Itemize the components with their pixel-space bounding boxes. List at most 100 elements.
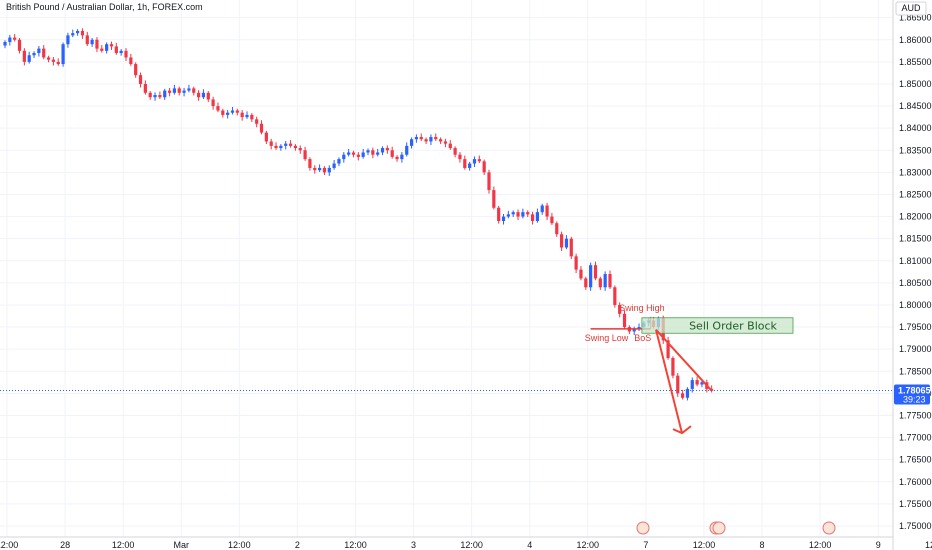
annotation-layer: Swing High Swing Low BoS Sell Order Bloc… — [585, 303, 794, 435]
candle-body — [593, 265, 598, 279]
time-tick-label: 12:00 — [228, 540, 251, 550]
last-price-value: 1.78065 — [898, 385, 931, 395]
candle-body — [192, 88, 196, 93]
candle-body — [105, 44, 109, 51]
candle-body — [347, 152, 351, 155]
candle-body — [521, 212, 525, 217]
candle-body — [114, 46, 118, 54]
candle-body — [56, 61, 60, 65]
candle-body — [322, 167, 327, 173]
candle-body — [579, 269, 583, 279]
currency-box[interactable] — [895, 1, 927, 16]
candle-body — [308, 159, 312, 168]
candle-body — [497, 207, 501, 221]
candle-body — [332, 163, 336, 168]
candle-body — [134, 64, 138, 76]
price-tick-label: 1.76500 — [899, 455, 932, 465]
candle-body — [405, 145, 409, 155]
candle-body — [608, 274, 612, 288]
candle-body — [477, 159, 481, 162]
candle-body — [201, 92, 206, 98]
last-price-badge — [894, 384, 930, 405]
price-tick-label: 1.81500 — [899, 234, 932, 244]
candle-body — [255, 119, 259, 124]
candle-body — [681, 393, 685, 398]
price-tick-label: 1.84000 — [899, 123, 932, 133]
event-flag-icon[interactable] — [636, 521, 650, 535]
candle-body — [250, 114, 254, 120]
price-tick-label: 1.75500 — [899, 499, 932, 509]
price-tick-label: 1.75000 — [899, 521, 932, 531]
price-tick-label: 1.83500 — [899, 145, 932, 155]
candle-body — [318, 167, 322, 171]
candle-body — [366, 150, 370, 153]
chart-grid — [0, 0, 893, 537]
candle-body — [66, 35, 70, 45]
price-tick-label: 1.79500 — [899, 322, 932, 332]
sell-order-block-zone — [641, 317, 794, 334]
time-tick-label: 12:00 — [693, 540, 716, 550]
candle-body — [671, 358, 675, 376]
candle-body — [676, 375, 680, 394]
time-tick-label: 8 — [760, 540, 765, 550]
candle-body — [511, 212, 515, 215]
candle-body — [313, 167, 317, 171]
price-tick-label: 1.76000 — [899, 477, 932, 487]
candle-body — [177, 88, 181, 93]
price-tick-label: 1.77000 — [899, 433, 932, 443]
candle-body — [458, 154, 462, 160]
candle-body — [259, 123, 264, 133]
candle-body — [153, 95, 157, 98]
currency-label: AUD — [901, 3, 921, 13]
candle-body — [448, 143, 452, 149]
candle-body — [439, 139, 443, 142]
candle-body — [516, 212, 520, 217]
candle-body — [95, 39, 99, 49]
time-tick-label: 12:00 — [577, 540, 600, 550]
candle-body — [274, 145, 278, 149]
candle-body — [279, 145, 283, 149]
price-tick-label: 1.78500 — [899, 366, 932, 376]
price-tick-label: 1.79000 — [899, 344, 932, 354]
candle-body — [211, 99, 215, 107]
candle-body — [380, 148, 385, 153]
candle-body — [119, 50, 123, 54]
price-axis[interactable]: 1.86500 1.86000 1.85500 1.85000 1.84500 1.840… — [892, 0, 932, 550]
candle-body — [158, 95, 162, 98]
price-tick-label: 1.80000 — [899, 300, 932, 310]
time-axis[interactable]: 12:00 28 12:00 Mar 12:00 2 12:00 3 12:00 4 12:00 7 1… — [0, 536, 932, 550]
price-tick-label: 1.77500 — [899, 410, 932, 420]
price-tick-label: 1.85500 — [899, 57, 932, 67]
time-tick-label: 3 — [411, 540, 416, 550]
candle-body — [589, 265, 593, 288]
candle-body — [230, 110, 235, 113]
candle-body — [342, 154, 346, 160]
candle-body — [172, 88, 176, 93]
event-flag-icon[interactable] — [822, 521, 836, 535]
candle-body — [240, 112, 244, 118]
candle-body — [472, 159, 477, 164]
candle-body — [143, 83, 147, 93]
candle-body — [371, 150, 375, 155]
candle-body — [385, 148, 389, 151]
economic-event-icons[interactable] — [636, 521, 836, 535]
candle-body — [618, 304, 622, 314]
candle-body — [61, 44, 65, 65]
candle-body — [463, 159, 467, 168]
time-tick-label: Mar — [173, 540, 189, 550]
candle-body — [434, 137, 438, 140]
candle-body — [284, 143, 288, 146]
candle-body — [390, 150, 394, 157]
candle-body — [545, 205, 549, 217]
candle-body — [129, 57, 133, 65]
event-flag-icon[interactable] — [712, 521, 726, 535]
candle-body — [187, 88, 191, 91]
candle-body — [245, 114, 249, 118]
candle-body — [22, 50, 26, 62]
projection-arrow — [655, 329, 713, 434]
candle-body — [42, 48, 46, 58]
candle-body — [453, 148, 457, 155]
time-tick-label: 12:00 — [460, 540, 483, 550]
candle-body — [182, 90, 186, 93]
